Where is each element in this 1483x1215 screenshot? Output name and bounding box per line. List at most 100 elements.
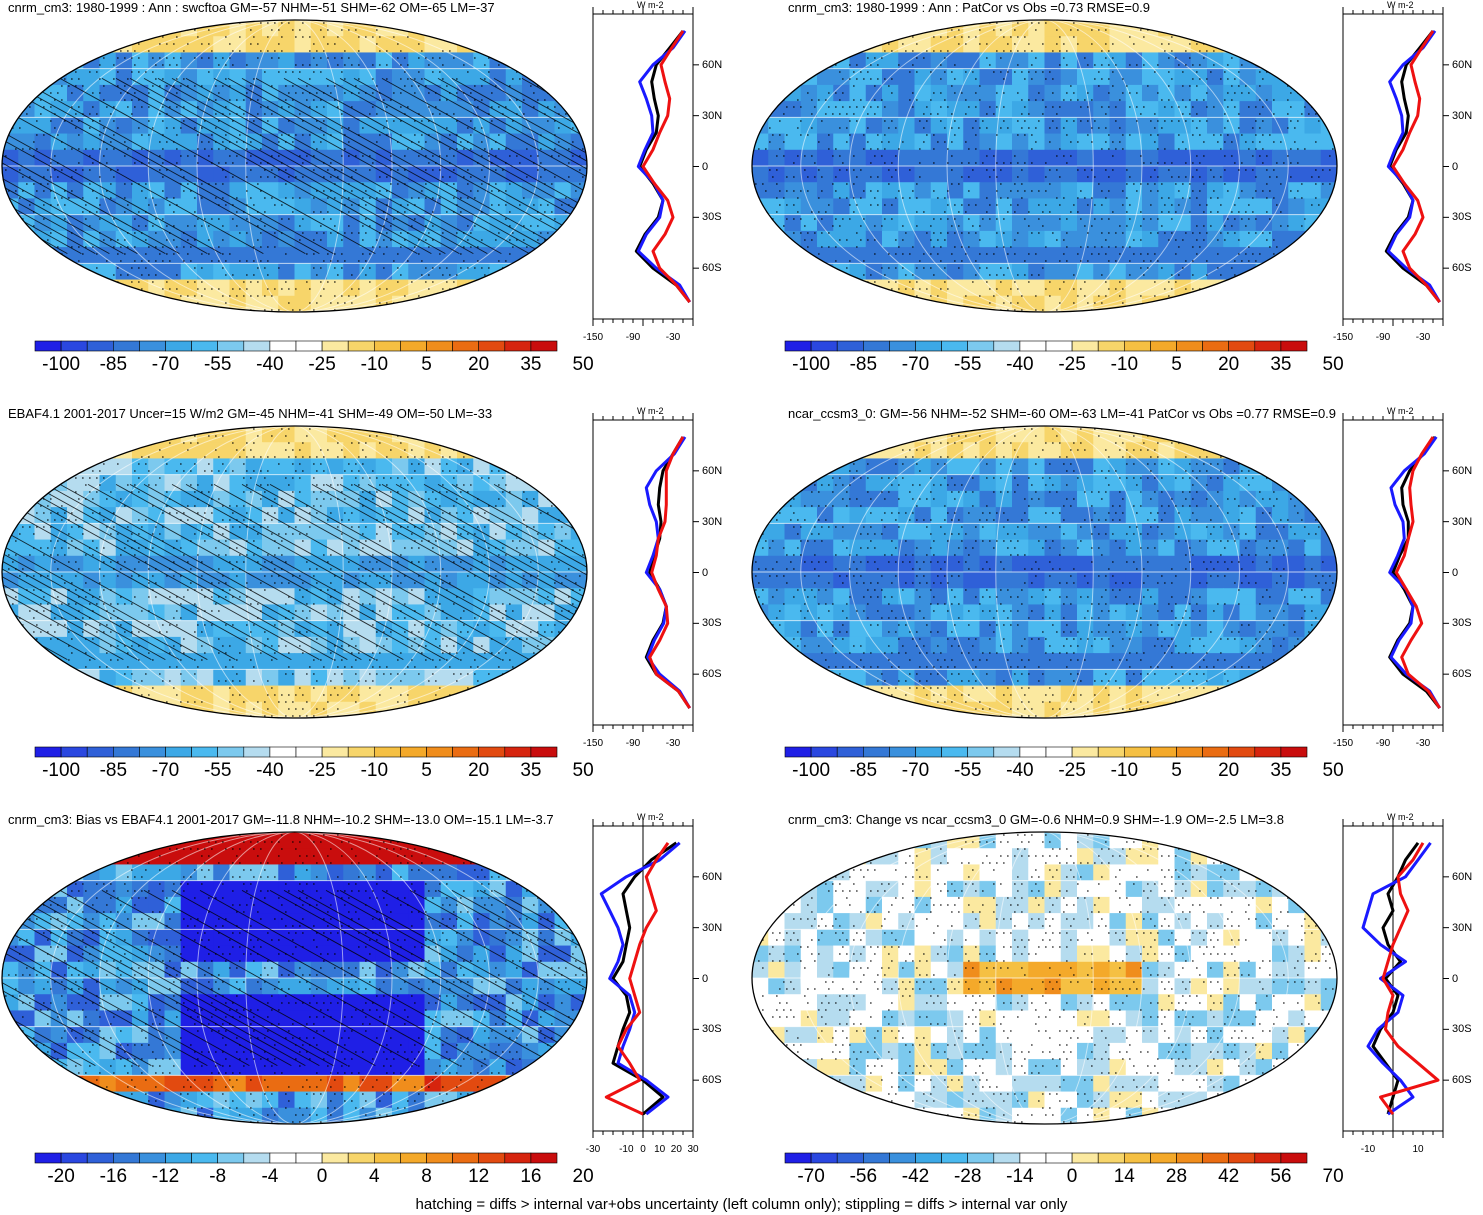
colorbar-tick-label: -100 — [792, 354, 831, 375]
map-cell — [180, 701, 198, 718]
map-cell — [1012, 864, 1029, 882]
map-cell — [148, 864, 166, 882]
colorbar-tick-label: -55 — [203, 760, 232, 781]
map-cell — [849, 263, 867, 281]
map-cell — [1093, 880, 1111, 898]
map-cell — [833, 68, 851, 86]
map-cell — [164, 685, 182, 703]
map-cell — [229, 214, 247, 232]
map-cell — [995, 230, 1013, 248]
map-cell — [995, 490, 1013, 508]
map-cell — [262, 588, 279, 606]
map-cell — [833, 149, 851, 167]
map-cell — [752, 101, 769, 118]
map-cell — [865, 20, 883, 37]
map-cell — [914, 490, 932, 508]
map-cell — [148, 101, 166, 118]
map-cell — [963, 864, 981, 882]
map-cell — [229, 149, 247, 167]
map-cell — [995, 572, 1013, 589]
map-cell — [213, 913, 231, 930]
map-cell — [752, 913, 769, 930]
profile-lat-label: 60N — [1452, 58, 1473, 71]
map-cell — [800, 1059, 818, 1076]
map-cell — [132, 20, 149, 37]
map-cell — [849, 52, 867, 70]
map-cell — [262, 994, 279, 1012]
map-cell — [327, 117, 344, 135]
map-cell — [1320, 1107, 1337, 1124]
map-cell — [817, 182, 834, 200]
map-cell — [570, 20, 587, 37]
map-cell — [99, 864, 117, 882]
map-cell — [979, 84, 997, 102]
map-cell — [1109, 1075, 1127, 1093]
map-cell — [1288, 442, 1306, 460]
map-cell — [1109, 848, 1127, 866]
map-cell — [1239, 214, 1257, 232]
map-cell — [1272, 961, 1289, 979]
map-cell — [1158, 36, 1176, 54]
map-cell — [1239, 848, 1257, 866]
map-cell — [115, 149, 133, 167]
map-cell — [1288, 20, 1306, 37]
map-cell — [1174, 182, 1192, 200]
map-cell — [229, 295, 247, 312]
map-cell — [197, 84, 214, 102]
map-cell — [865, 198, 883, 216]
map-cell — [424, 848, 442, 866]
map-cell — [995, 636, 1013, 654]
map-cell — [800, 117, 818, 135]
map-cell — [1239, 36, 1257, 54]
map-cell — [914, 230, 932, 248]
map-cell — [1028, 588, 1046, 606]
map-cell — [343, 636, 361, 654]
map-cell — [1239, 166, 1257, 183]
map-cell — [115, 913, 133, 930]
map-cell — [278, 832, 296, 849]
map-cell — [1060, 669, 1078, 687]
map-cell — [294, 636, 312, 654]
map-cell — [1093, 442, 1111, 460]
map-cell — [898, 247, 916, 264]
map-cell — [947, 1010, 964, 1028]
map-cell — [359, 1010, 377, 1028]
map-cell — [115, 604, 133, 622]
map-cell — [2, 620, 19, 638]
map-cell — [83, 166, 101, 183]
map-cell — [440, 945, 458, 963]
map-cell — [440, 133, 458, 151]
map-cell — [229, 848, 247, 866]
map-cell — [554, 458, 572, 476]
map-cell — [752, 458, 769, 476]
map-cell — [115, 101, 133, 118]
map-cell — [1239, 945, 1257, 963]
map-cell — [18, 247, 36, 264]
map-cell — [343, 474, 361, 492]
map-cell — [817, 555, 834, 573]
map-cell — [979, 474, 997, 492]
map-cell — [457, 701, 474, 718]
map-cell — [570, 230, 587, 248]
map-cell — [1093, 523, 1111, 541]
map-cell — [213, 507, 231, 524]
map-cell — [1060, 84, 1078, 102]
map-cell — [1207, 182, 1224, 200]
map-cell — [197, 474, 214, 492]
map-cell — [1060, 182, 1078, 200]
map-cell — [164, 247, 182, 264]
map-cell — [180, 1075, 198, 1093]
map-cell — [359, 166, 377, 183]
map-cell — [50, 279, 68, 297]
map-cell — [833, 555, 851, 573]
map-cell — [310, 961, 328, 979]
map-cell — [849, 279, 867, 297]
map-cell — [1174, 555, 1192, 573]
map-cell — [1239, 604, 1257, 622]
map-cell — [2, 247, 19, 264]
map-cell — [538, 182, 556, 200]
map-cell — [1304, 295, 1322, 312]
map-cell — [1077, 1075, 1094, 1093]
map-cell — [1223, 1091, 1241, 1109]
map-cell — [898, 117, 916, 135]
